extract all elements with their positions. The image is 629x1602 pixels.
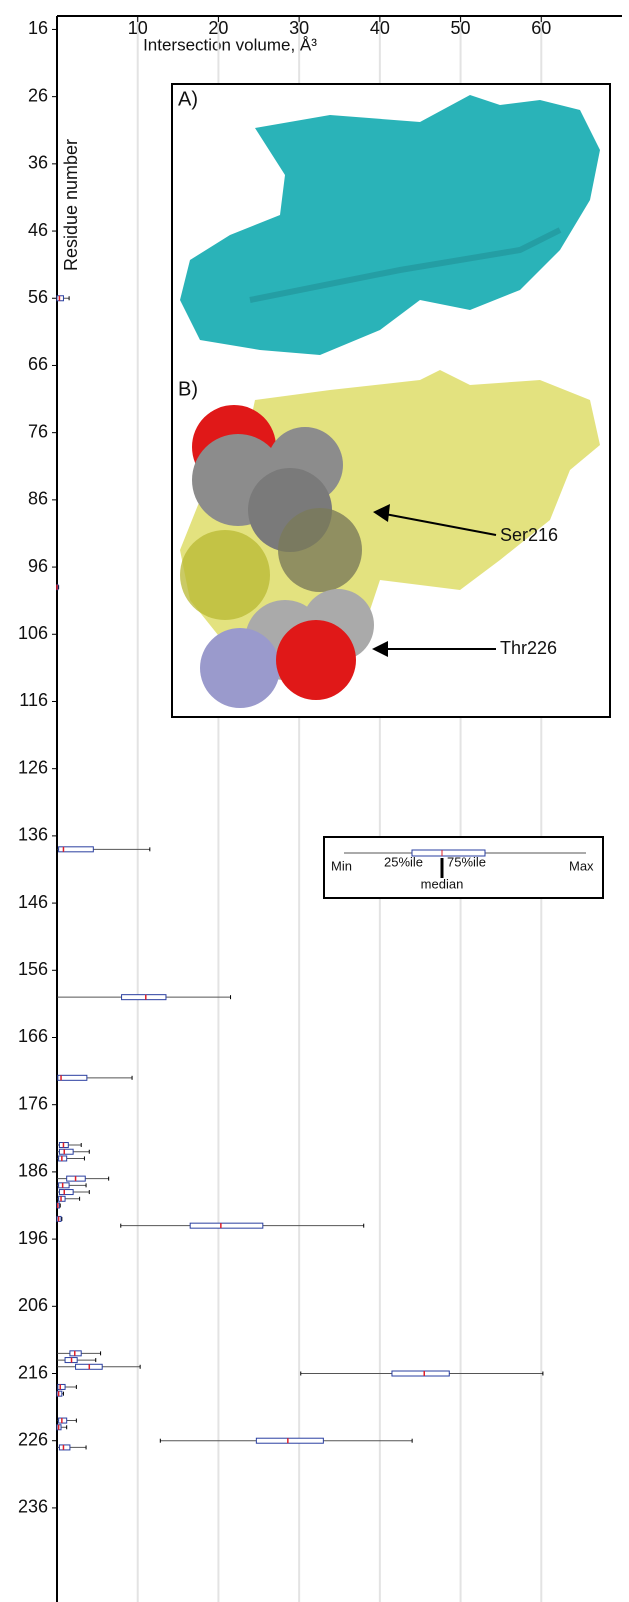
atom-n <box>200 628 280 708</box>
box <box>59 1156 67 1161</box>
y-tick-label: 226 <box>18 1429 48 1449</box>
y-tick-label: 216 <box>18 1362 48 1382</box>
y-tick-label: 66 <box>28 354 48 374</box>
box <box>58 1384 65 1389</box>
y-tick-label: 76 <box>28 421 48 441</box>
y-tick-label: 146 <box>18 892 48 912</box>
x-tick-label: 40 <box>370 18 390 38</box>
box <box>59 1445 69 1450</box>
y-tick-label: 166 <box>18 1026 48 1046</box>
y-tick-label: 236 <box>18 1497 48 1517</box>
y-tick-label: 16 <box>28 18 48 38</box>
y-tick-label: 26 <box>28 85 48 105</box>
panel-label: A) <box>178 88 198 110</box>
y-tick-label: 156 <box>18 959 48 979</box>
y-tick-label: 86 <box>28 489 48 509</box>
legend-label: median <box>421 876 464 891</box>
box <box>59 1149 73 1154</box>
box <box>122 995 166 1000</box>
x-tick-label: 60 <box>531 18 551 38</box>
chart: Intersection volume, Å³ Residue number 1… <box>0 0 629 1602</box>
x-tick-label: 10 <box>128 18 148 38</box>
box <box>392 1371 449 1376</box>
y-axis-label: Residue number <box>61 139 81 271</box>
y-tick-label: 116 <box>19 690 48 710</box>
box <box>59 1190 73 1195</box>
atom-c <box>278 508 362 592</box>
y-tick-label: 96 <box>28 556 48 576</box>
legend-label: 25%ile <box>384 854 423 869</box>
y-tick-label: 36 <box>28 153 48 173</box>
box <box>256 1438 323 1443</box>
y-tick-label: 196 <box>18 1228 48 1248</box>
box <box>59 1183 69 1188</box>
legend-label: Min <box>331 858 352 873</box>
box <box>59 1196 65 1201</box>
box <box>70 1351 81 1356</box>
y-tick-label: 106 <box>18 623 48 643</box>
atom-c <box>180 530 270 620</box>
inset: A) B) Ser216 Thr226 <box>172 84 610 717</box>
x-tick-label: 30 <box>289 18 309 38</box>
residue-label: Ser216 <box>500 525 558 545</box>
box <box>57 1391 62 1396</box>
y-tick-label: 176 <box>18 1093 48 1113</box>
x-axis-label: Intersection volume, Å³ <box>143 35 317 54</box>
y-tick-label: 56 <box>28 287 48 307</box>
atom-o <box>276 620 356 700</box>
box <box>190 1223 263 1228</box>
y-tick-label: 136 <box>18 825 48 845</box>
legend-label: 75%ile <box>447 854 486 869</box>
y-tick-label: 46 <box>28 220 48 240</box>
panel-label: B) <box>178 378 198 400</box>
residue-label: Thr226 <box>500 638 557 658</box>
legend-label: Max <box>569 858 594 873</box>
legend: Min 25%ile 75%ile Max median <box>324 837 603 898</box>
y-tick-label: 186 <box>18 1161 48 1181</box>
box <box>59 1418 67 1423</box>
y-tick-label: 206 <box>18 1295 48 1315</box>
x-tick-label: 20 <box>208 18 228 38</box>
box <box>57 296 63 301</box>
page: Intersection volume, Å³ Residue number 1… <box>0 0 629 1602</box>
y-tick-label: 126 <box>18 757 48 777</box>
box <box>58 1075 87 1080</box>
x-tick-label: 50 <box>451 18 471 38</box>
